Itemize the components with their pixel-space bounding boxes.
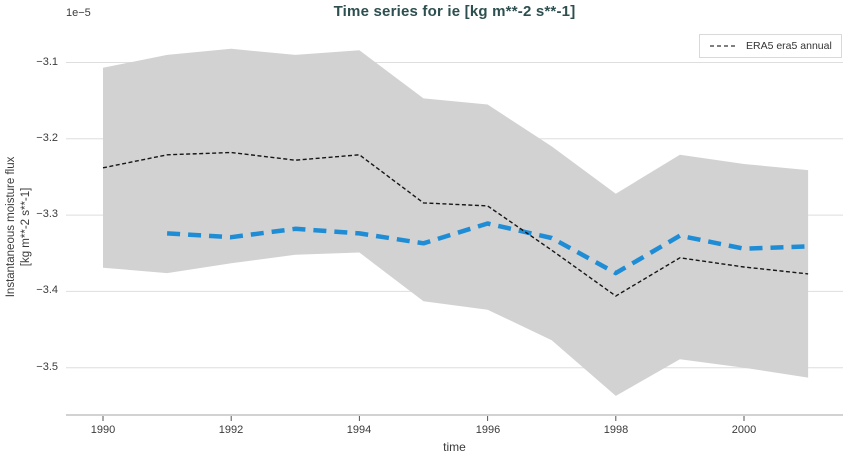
x-tick-label: 1994 xyxy=(346,424,372,436)
y-axis-offset-label: 1e−5 xyxy=(66,7,91,19)
legend-dashed-line-sample xyxy=(710,45,738,47)
y-tick-label: −3.5 xyxy=(36,361,58,373)
chart-title: Time series for ie [kg m**-2 s**-1] xyxy=(333,3,576,20)
y-tick-label: −3.1 xyxy=(36,56,58,68)
x-tick-label: 1990 xyxy=(90,424,116,436)
x-axis-title: time xyxy=(443,440,466,454)
legend[interactable]: ERA5 era5 annual xyxy=(699,34,842,58)
x-tick-label: 1996 xyxy=(475,424,501,436)
y-axis-title-line1: Instantaneous moisture flux xyxy=(5,156,18,298)
x-tick-label: 2000 xyxy=(731,424,757,436)
y-axis-title-line2: [kg m**-2 s**-1] xyxy=(20,187,32,267)
uncertainty-band xyxy=(103,48,809,396)
mean-line xyxy=(166,221,809,276)
x-tick-label: 1998 xyxy=(603,424,629,436)
y-tick-label: −3.2 xyxy=(36,132,58,144)
era5-annual-line xyxy=(102,151,809,297)
legend-label: ERA5 era5 annual xyxy=(746,40,832,52)
x-tick-label: 1992 xyxy=(218,424,244,436)
y-tick-label: −3.4 xyxy=(36,284,58,296)
y-axis-title: Instantaneous moisture flux [kg m**-2 s*… xyxy=(4,112,34,342)
y-tick-label: −3.3 xyxy=(36,208,58,220)
